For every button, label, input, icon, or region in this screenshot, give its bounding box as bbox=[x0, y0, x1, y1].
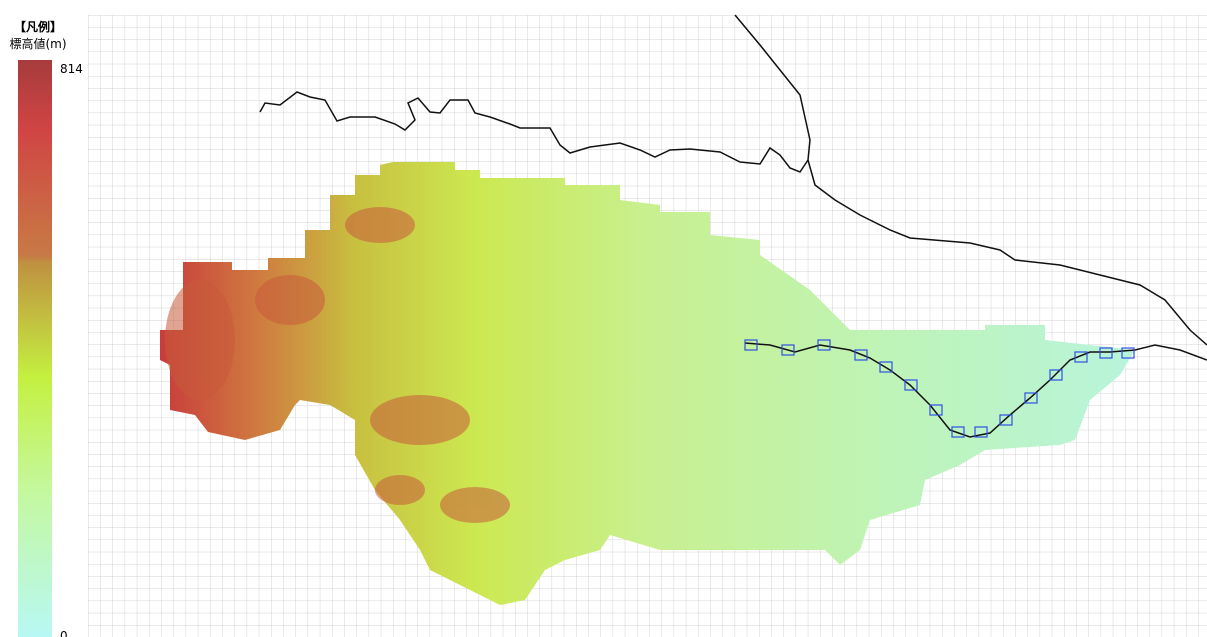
elevation-patch bbox=[440, 487, 510, 523]
page: 標高値マップ html, body { margin: 0; padding: … bbox=[0, 0, 1207, 637]
elevation-patch bbox=[345, 207, 415, 243]
body: {"legend": {"title": "【凡例】", "unit_label… bbox=[0, 0, 1207, 637]
elevation-patch bbox=[370, 395, 470, 445]
legend-colorbar bbox=[18, 60, 52, 637]
elevation-patch bbox=[255, 275, 325, 325]
legend: 【凡例】 標高値(m) 814 0 bbox=[9, 19, 82, 637]
legend-title: 【凡例】 bbox=[14, 19, 62, 34]
map-view: 【凡例】 標高値(m) 814 0 bbox=[0, 0, 1207, 637]
elevation-patch bbox=[375, 475, 425, 505]
legend-max: 814 bbox=[60, 62, 83, 76]
legend-min: 0 bbox=[60, 629, 68, 637]
elevation-patch bbox=[165, 280, 235, 400]
legend-unit: 標高値(m) bbox=[9, 36, 66, 51]
